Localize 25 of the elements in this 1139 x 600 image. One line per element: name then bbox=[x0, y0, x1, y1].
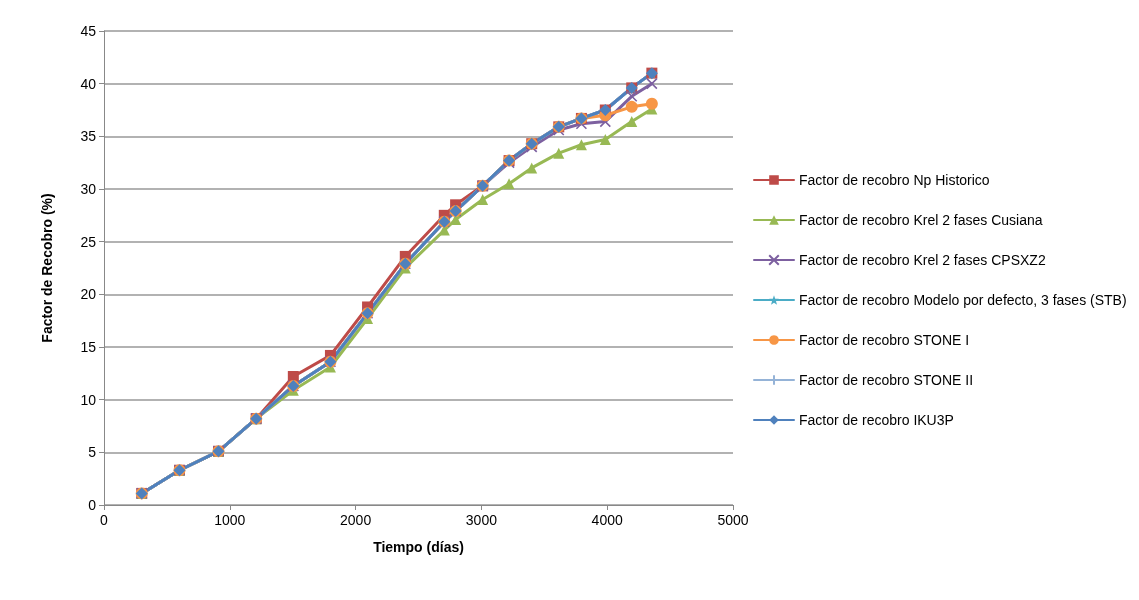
x-axis-title: Tiempo (días) bbox=[373, 539, 464, 555]
legend-label: Factor de recobro IKU3P bbox=[799, 412, 954, 428]
x-tick-label: 3000 bbox=[465, 512, 498, 528]
y-tick-label: 10 bbox=[80, 391, 97, 408]
y-tick-label: 40 bbox=[80, 75, 97, 92]
x-tick-label: 5000 bbox=[717, 512, 749, 528]
legend-label: Factor de recobro Modelo por defecto, 3 fases (STB) bbox=[799, 292, 1127, 308]
legend-label: Factor de recobro Krel 2 fases CPSXZ2 bbox=[799, 252, 1046, 268]
y-tick-label: 0 bbox=[88, 497, 97, 513]
legend-label: Factor de recobro Krel 2 fases Cusiana bbox=[799, 212, 1043, 228]
y-tick-label: 45 bbox=[80, 23, 97, 39]
x-tick-label: 4000 bbox=[591, 512, 623, 528]
y-tick-label: 20 bbox=[80, 286, 97, 303]
y-tick-label: 25 bbox=[80, 233, 97, 250]
legend-label: Factor de recobro STONE I bbox=[799, 332, 970, 348]
legend-label: Factor de recobro Np Historico bbox=[799, 172, 990, 188]
x-tick-label: 0 bbox=[100, 512, 109, 528]
y-tick-label: 15 bbox=[80, 339, 97, 355]
x-tick-label: 1000 bbox=[214, 512, 246, 528]
y-tick-label: 35 bbox=[80, 128, 97, 145]
x-tick-label: 2000 bbox=[340, 512, 372, 528]
y-tick-label: 30 bbox=[80, 181, 97, 197]
legend-label: Factor de recobro STONE II bbox=[799, 372, 974, 388]
y-tick-label: 5 bbox=[88, 444, 97, 461]
y-axis-title: Factor de Recobro (%) bbox=[39, 193, 55, 343]
